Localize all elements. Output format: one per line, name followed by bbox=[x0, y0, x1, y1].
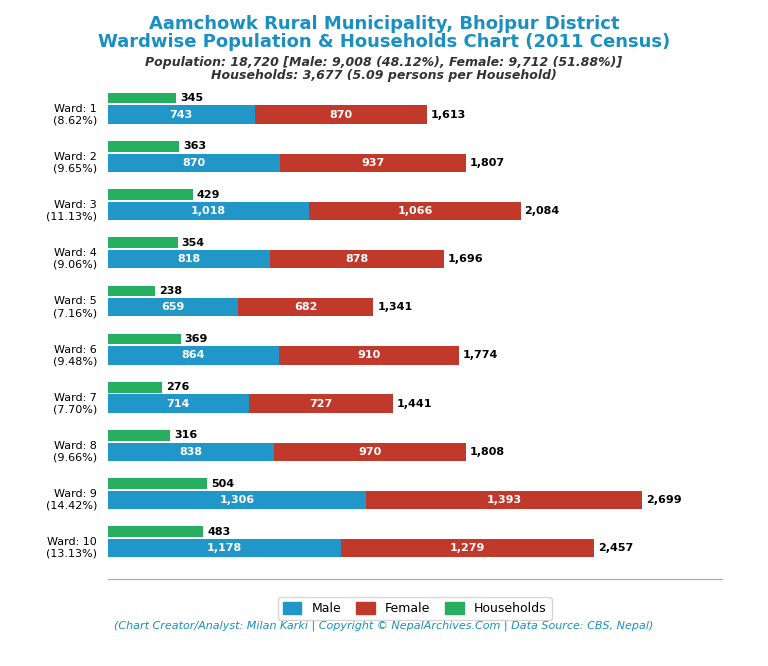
Text: 838: 838 bbox=[179, 447, 202, 457]
Bar bbox=[108, 346, 279, 364]
Bar bbox=[108, 526, 204, 537]
Text: 1,066: 1,066 bbox=[397, 206, 432, 216]
Text: 2,699: 2,699 bbox=[647, 495, 682, 505]
Text: 1,613: 1,613 bbox=[431, 110, 466, 120]
Text: 1,178: 1,178 bbox=[207, 543, 242, 553]
Bar bbox=[273, 443, 466, 461]
Bar bbox=[279, 346, 459, 364]
Text: 937: 937 bbox=[361, 158, 385, 168]
Bar bbox=[108, 478, 207, 489]
Text: 910: 910 bbox=[357, 350, 381, 360]
Bar bbox=[108, 202, 310, 220]
Text: 970: 970 bbox=[358, 447, 382, 457]
Text: Population: 18,720 [Male: 9,008 (48.12%), Female: 9,712 (51.88%)]: Population: 18,720 [Male: 9,008 (48.12%)… bbox=[145, 56, 623, 69]
Text: 276: 276 bbox=[166, 382, 190, 392]
Text: 1,808: 1,808 bbox=[470, 447, 505, 457]
Text: 682: 682 bbox=[294, 302, 317, 312]
Bar bbox=[108, 394, 249, 413]
Text: 2,084: 2,084 bbox=[525, 206, 560, 216]
Bar bbox=[249, 394, 393, 413]
Bar bbox=[238, 298, 373, 316]
Text: 743: 743 bbox=[170, 110, 193, 120]
Bar bbox=[366, 491, 643, 509]
Bar bbox=[108, 430, 170, 441]
Text: 2,457: 2,457 bbox=[598, 543, 634, 553]
Text: 659: 659 bbox=[161, 302, 184, 312]
Text: 727: 727 bbox=[310, 398, 333, 409]
Text: 363: 363 bbox=[184, 141, 207, 151]
Text: 1,774: 1,774 bbox=[463, 350, 498, 360]
Text: 483: 483 bbox=[207, 527, 230, 537]
Bar bbox=[108, 154, 280, 172]
Bar bbox=[108, 286, 154, 296]
Bar bbox=[108, 237, 177, 248]
Text: Aamchowk Rural Municipality, Bhojpur District: Aamchowk Rural Municipality, Bhojpur Dis… bbox=[149, 15, 619, 33]
Text: Households: 3,677 (5.09 persons per Household): Households: 3,677 (5.09 persons per Hous… bbox=[211, 69, 557, 83]
Text: 1,441: 1,441 bbox=[397, 398, 432, 409]
Text: 354: 354 bbox=[182, 238, 205, 248]
Text: 345: 345 bbox=[180, 93, 203, 103]
Bar bbox=[108, 189, 193, 200]
Text: 504: 504 bbox=[211, 479, 234, 489]
Text: 1,306: 1,306 bbox=[220, 495, 254, 505]
Bar bbox=[108, 334, 180, 344]
Bar bbox=[108, 491, 366, 509]
Bar bbox=[108, 105, 255, 124]
Text: 1,018: 1,018 bbox=[190, 206, 226, 216]
Text: 238: 238 bbox=[159, 286, 182, 296]
Text: 1,807: 1,807 bbox=[469, 158, 505, 168]
Bar bbox=[341, 539, 594, 557]
Bar bbox=[108, 539, 341, 557]
Bar bbox=[108, 141, 180, 152]
Bar bbox=[108, 443, 273, 461]
Text: 870: 870 bbox=[182, 158, 205, 168]
Text: 1,393: 1,393 bbox=[487, 495, 522, 505]
Text: (Chart Creator/Analyst: Milan Karki | Copyright © NepalArchives.Com | Data Sourc: (Chart Creator/Analyst: Milan Karki | Co… bbox=[114, 621, 654, 631]
Text: 818: 818 bbox=[177, 254, 200, 264]
Text: 1,696: 1,696 bbox=[448, 254, 483, 264]
Text: 878: 878 bbox=[345, 254, 369, 264]
Bar bbox=[108, 93, 176, 103]
Bar bbox=[108, 382, 162, 392]
Text: 429: 429 bbox=[197, 190, 220, 200]
Text: 1,279: 1,279 bbox=[450, 543, 485, 553]
Text: 369: 369 bbox=[184, 334, 208, 344]
Text: 864: 864 bbox=[181, 350, 205, 360]
Text: Wardwise Population & Households Chart (2011 Census): Wardwise Population & Households Chart (… bbox=[98, 33, 670, 51]
Bar bbox=[108, 298, 238, 316]
Text: 316: 316 bbox=[174, 430, 197, 440]
Bar bbox=[255, 105, 427, 124]
Text: 1,341: 1,341 bbox=[377, 302, 412, 312]
Bar bbox=[270, 250, 444, 268]
Bar bbox=[310, 202, 521, 220]
Bar bbox=[108, 250, 270, 268]
Bar bbox=[280, 154, 465, 172]
Text: 870: 870 bbox=[329, 110, 353, 120]
Text: 714: 714 bbox=[167, 398, 190, 409]
Legend: Male, Female, Households: Male, Female, Households bbox=[278, 597, 551, 620]
